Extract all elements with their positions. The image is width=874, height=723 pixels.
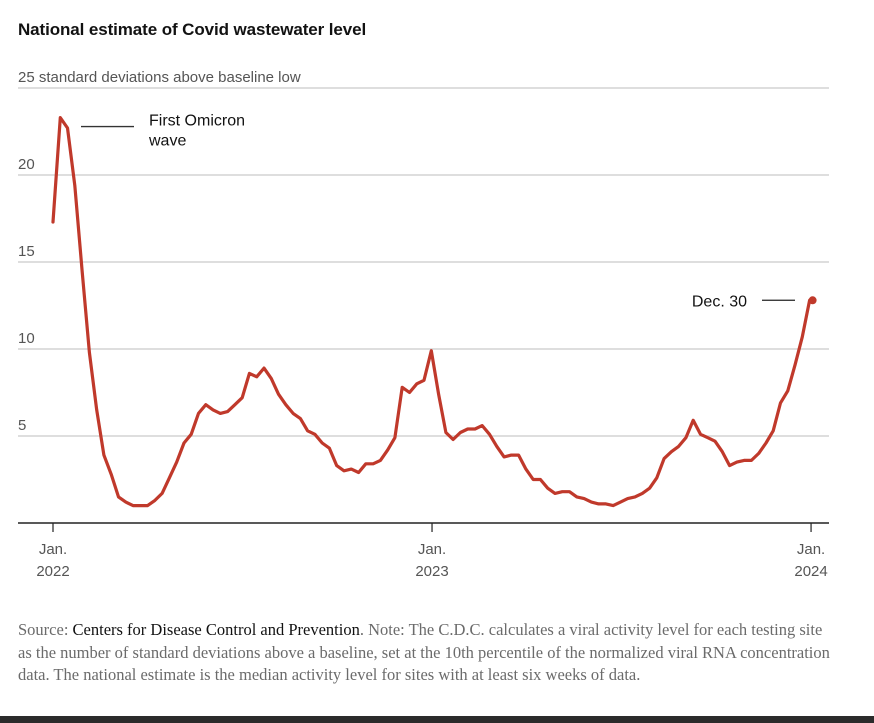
y-tick-labels: 25 standard deviations above baseline lo… — [18, 69, 301, 434]
y-tick-label: 5 — [18, 417, 26, 434]
source-note: Source: Centers for Disease Control and … — [18, 619, 838, 687]
source-name: Centers for Disease Control and Preventi… — [72, 620, 360, 639]
annotations: First Omicron wave Dec. 30 — [81, 113, 795, 310]
y-tick-label: 25 standard deviations above baseline lo… — [18, 69, 301, 86]
source-label: Source: — [18, 620, 69, 639]
y-tick-label: 15 — [18, 243, 35, 260]
series-layer — [51, 115, 817, 508]
gridlines — [18, 87, 829, 437]
series-line — [51, 115, 812, 508]
annotation-wave: wave — [148, 133, 186, 150]
y-tick-label: 10 — [18, 330, 35, 347]
y-tick-label: 20 — [18, 156, 35, 173]
x-tick-label: 2022 — [36, 563, 69, 580]
x-tick-label: Jan. — [418, 541, 446, 558]
x-tick-label: Jan. — [39, 541, 67, 558]
line-chart: 25 standard deviations above baseline lo… — [18, 69, 829, 580]
x-tick-label: Jan. — [797, 541, 825, 558]
bottom-bar — [0, 716, 874, 723]
chart-title: National estimate of Covid wastewater le… — [18, 20, 367, 39]
x-tick-label: 2023 — [415, 563, 448, 580]
x-axis: Jan. 2022 Jan. 2023 Jan. 2024 — [18, 522, 829, 580]
annotation-dec-30: Dec. 30 — [692, 293, 747, 310]
x-tick-label: 2024 — [794, 563, 827, 580]
annotation-first-omicron: First Omicron — [149, 113, 245, 130]
latest-point-dot — [808, 296, 817, 305]
note-text: . Note: The C.D.C. calculates a viral ac… — [18, 620, 830, 684]
